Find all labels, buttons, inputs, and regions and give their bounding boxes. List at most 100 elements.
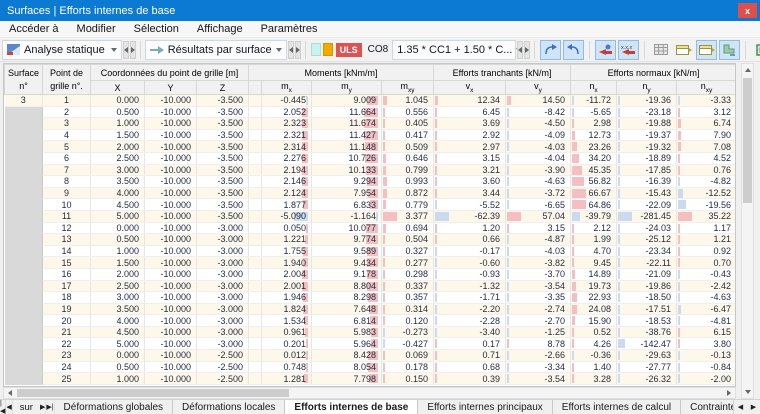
cell-x[interactable]: 3.500 <box>90 175 145 188</box>
cell-value[interactable]: -5.52 <box>433 198 507 211</box>
cell-value[interactable]: -3.82 <box>505 256 572 269</box>
cell-x[interactable]: 1.500 <box>90 129 145 142</box>
cell-value[interactable]: 0.993 <box>381 175 435 188</box>
cell-value[interactable]: -24.03 <box>616 222 678 235</box>
results-combo[interactable]: Résultats par surface <box>144 39 287 60</box>
cell-x[interactable]: 4.000 <box>90 314 145 327</box>
cell-value[interactable]: 2.004 <box>261 268 313 281</box>
cell-z[interactable]: -3.500 <box>196 106 250 119</box>
col-surface[interactable]: Surface n° <box>4 64 43 95</box>
cell-value[interactable]: 1.877 <box>261 198 313 211</box>
cell-y[interactable]: -10.000 <box>144 94 197 107</box>
cell-value[interactable]: 56.82 <box>570 175 618 188</box>
cell-value[interactable]: -1.32 <box>433 280 507 293</box>
menu-selection[interactable]: Sélection <box>133 23 179 35</box>
cell-value[interactable]: 0.357 <box>381 291 435 304</box>
cell-value[interactable]: 2.97 <box>433 140 507 153</box>
cell-y[interactable]: -10.000 <box>144 164 197 177</box>
results-next-button[interactable] <box>294 40 301 59</box>
cell-grid-point[interactable]: 23 <box>42 349 91 362</box>
col-mxy[interactable]: mxy <box>381 80 435 95</box>
cell-value[interactable]: 1.21 <box>676 233 735 246</box>
cell-value[interactable]: -4.63 <box>676 291 735 304</box>
cell-value[interactable]: -0.43 <box>676 268 735 281</box>
cell-x[interactable]: 1.000 <box>90 117 145 130</box>
tab-scroll-right-arrow[interactable]: ▶ <box>750 404 757 411</box>
cell-y[interactable]: -10.000 <box>144 187 197 200</box>
cell-value[interactable]: -3.35 <box>505 291 572 304</box>
cell-value[interactable]: -5.090 <box>261 210 313 223</box>
cell-value[interactable]: 9.009 <box>311 94 383 107</box>
cell-value[interactable]: 0.799 <box>381 164 435 177</box>
cell-value[interactable]: -18.89 <box>616 152 678 165</box>
cell-value[interactable]: 3.12 <box>676 106 735 119</box>
col-z[interactable]: Z <box>195 80 250 95</box>
col-ny[interactable]: ny <box>616 80 678 95</box>
cell-x[interactable]: 1.000 <box>90 372 145 385</box>
cell-value[interactable]: -2.42 <box>676 280 735 293</box>
cell-z[interactable]: -3.500 <box>196 175 250 188</box>
cell-value[interactable]: -4.50 <box>505 117 572 130</box>
prev-table-button[interactable]: ◀ <box>6 400 13 414</box>
cell-value[interactable]: -22.11 <box>616 256 678 269</box>
cell-x[interactable]: 2.000 <box>90 268 145 281</box>
cell-value[interactable]: 2.276 <box>261 152 313 165</box>
cell-value[interactable]: -0.13 <box>676 349 735 362</box>
cell-value[interactable]: 64.86 <box>570 198 618 211</box>
cell-value[interactable]: 5.964 <box>311 337 383 351</box>
cell-x[interactable]: 1.500 <box>90 256 145 269</box>
cell-value[interactable]: 0.748 <box>261 361 313 374</box>
menu-acceder[interactable]: Accéder à <box>9 23 59 35</box>
cell-x[interactable]: 0.000 <box>90 222 145 235</box>
cell-value[interactable]: 9.589 <box>311 245 383 258</box>
cell-y[interactable]: -10.000 <box>144 303 197 316</box>
combination-prev-button[interactable] <box>517 40 524 59</box>
cell-z[interactable]: -3.500 <box>196 129 250 142</box>
cell-value[interactable]: 8.054 <box>311 361 383 374</box>
cell-grid-point[interactable]: 7 <box>42 164 91 177</box>
cell-x[interactable]: 1.000 <box>90 245 145 258</box>
cell-y[interactable]: -10.000 <box>144 256 197 269</box>
cell-z[interactable]: -3.500 <box>196 117 250 130</box>
cell-value[interactable]: 0.961 <box>261 326 313 339</box>
cell-value[interactable]: -4.82 <box>676 175 735 188</box>
cell-y[interactable]: -10.000 <box>144 106 197 119</box>
cell-value[interactable]: 0.277 <box>381 256 435 269</box>
cell-y[interactable]: -10.000 <box>144 198 197 211</box>
horizontal-scroll-thumb[interactable] <box>17 389 289 397</box>
cell-grid-point[interactable]: 14 <box>42 245 91 258</box>
cell-z[interactable]: -2.500 <box>196 361 250 374</box>
cell-value[interactable]: 6.15 <box>676 326 735 339</box>
cell-z[interactable]: -3.000 <box>196 222 250 235</box>
cell-value[interactable]: -2.74 <box>505 303 572 316</box>
cell-value[interactable]: -16.39 <box>616 175 678 188</box>
cell-x[interactable]: 3.500 <box>90 303 145 316</box>
cell-value[interactable]: -3.54 <box>505 280 572 293</box>
tab-efforts-internes-de-base[interactable]: Efforts internes de base <box>285 400 419 414</box>
cell-value[interactable]: -25.12 <box>616 233 678 246</box>
cell-value[interactable]: 23.26 <box>570 140 618 153</box>
cell-value[interactable]: 7.90 <box>676 129 735 142</box>
cell-value[interactable]: 3.69 <box>433 117 507 130</box>
cell-x[interactable]: 0.000 <box>90 349 145 362</box>
cell-value[interactable]: -1.25 <box>505 326 572 339</box>
cell-value[interactable]: 0.150 <box>381 372 435 385</box>
cell-value[interactable]: 11.427 <box>311 129 383 142</box>
cell-z[interactable]: -3.000 <box>196 280 250 293</box>
cell-value[interactable]: 10.726 <box>311 152 383 165</box>
cell-value[interactable]: -6.47 <box>676 303 735 316</box>
cell-value[interactable]: -2.66 <box>505 349 572 362</box>
cell-value[interactable]: -4.63 <box>505 175 572 188</box>
cell-value[interactable]: 15.90 <box>570 314 618 327</box>
col-y[interactable]: Y <box>144 80 197 95</box>
cell-grid-point[interactable]: 9 <box>42 187 91 200</box>
tab-scroll-left-arrow[interactable]: ◀ <box>737 404 744 411</box>
cell-grid-point[interactable]: 17 <box>42 280 91 293</box>
cell-value[interactable]: -0.273 <box>381 326 435 339</box>
cell-z[interactable]: -3.000 <box>196 326 250 339</box>
cell-value[interactable]: 35.22 <box>676 210 735 223</box>
cell-value[interactable]: 0.417 <box>381 129 435 142</box>
cell-value[interactable]: -23.34 <box>616 245 678 258</box>
cell-grid-point[interactable]: 24 <box>42 361 91 374</box>
cell-value[interactable]: 0.52 <box>570 326 618 339</box>
